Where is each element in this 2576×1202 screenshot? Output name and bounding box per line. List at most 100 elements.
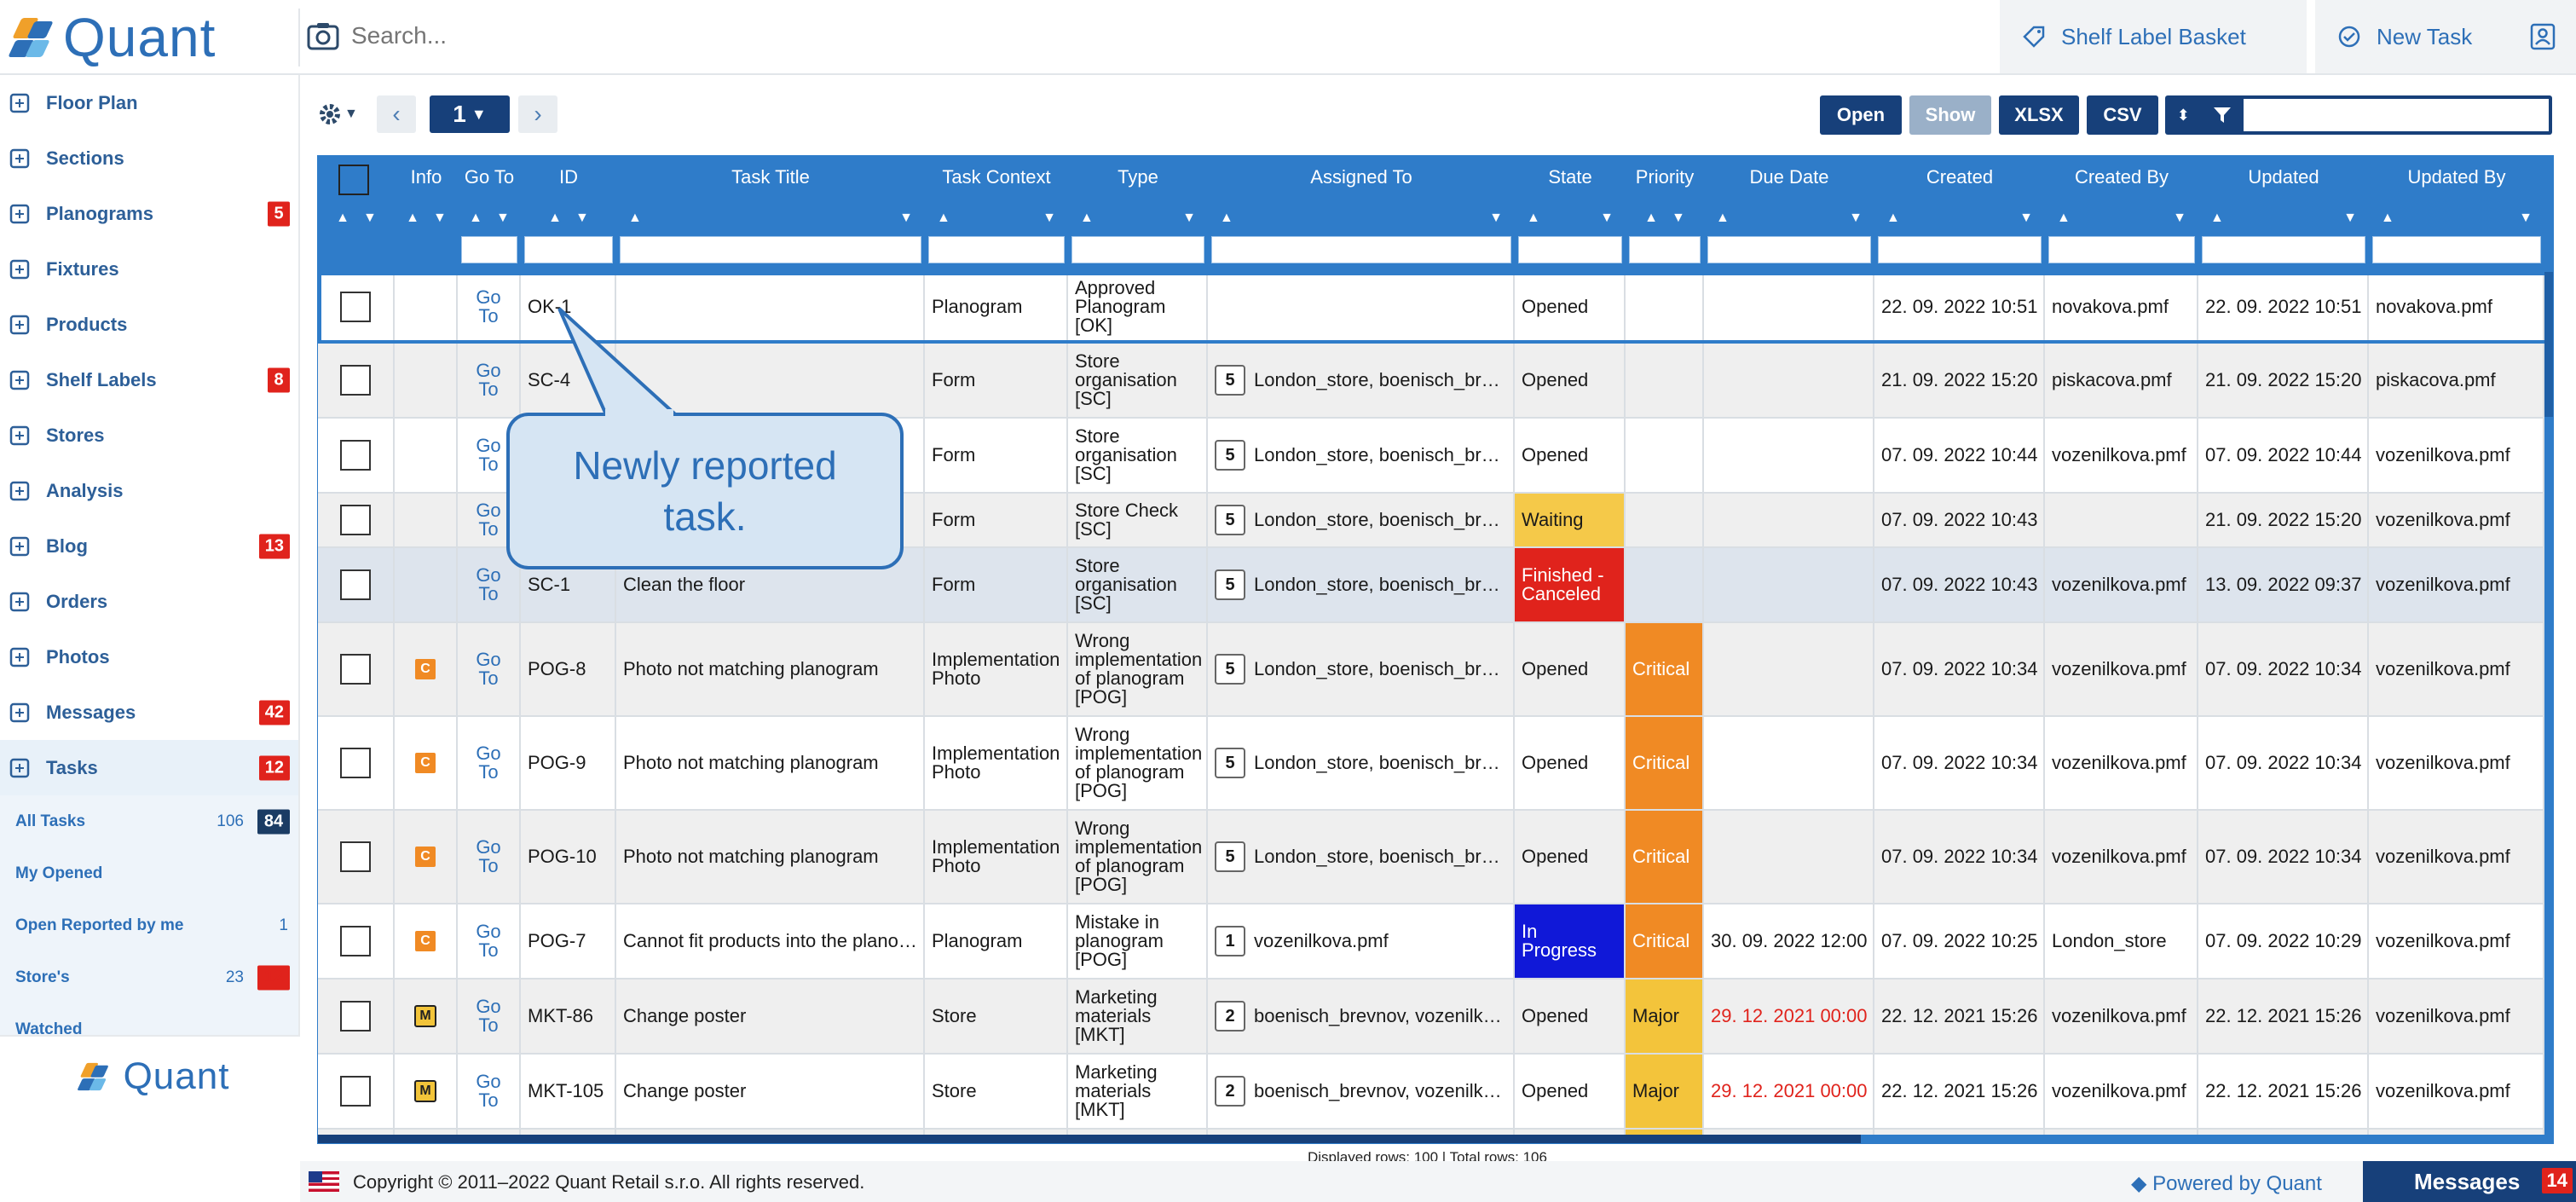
profile-button[interactable] [2510, 0, 2576, 73]
table-row[interactable]: Go To OK-1 Planogram Approved Planogram [OK… [318, 272, 2553, 344]
column-filter-input[interactable] [1071, 236, 1204, 263]
column-filter-input[interactable] [524, 236, 613, 263]
table-row[interactable]: Go To Form Store organisation [SC] 5 London_… [318, 419, 2553, 494]
column-header-goto[interactable]: Go To ▲ ▼ [458, 156, 521, 272]
go-to-link[interactable]: Go To [476, 564, 501, 604]
table-row[interactable]: C Go To POG-10 Photo not matching planogram… [318, 811, 2553, 904]
column-header-created-by[interactable]: Created By ▲ ▼ [2045, 156, 2198, 272]
sidebar-item-floor-plan[interactable]: Floor Plan [0, 75, 298, 130]
sidebar-item-shelf-labels[interactable]: Shelf Labels 8 [0, 352, 298, 407]
sort-arrows[interactable]: ▲ ▼ [1886, 211, 2033, 225]
sort-arrows[interactable]: ▲ ▼ [2381, 211, 2533, 225]
sidebar-item-sections[interactable]: Sections [0, 130, 298, 186]
powered-by-link[interactable]: ◆ Powered by Quant [2131, 1172, 2322, 1195]
sidebar-item-products[interactable]: Products [0, 297, 298, 352]
row-checkbox[interactable] [340, 440, 371, 471]
tasks-filter-open-reported-by-me[interactable]: Open Reported by me 1 [0, 899, 298, 951]
go-to-link[interactable]: Go To [476, 649, 501, 689]
column-header-assigned[interactable]: Assigned To ▲ ▼ [1208, 156, 1515, 272]
table-row[interactable]: Go To SC-4 Form Store organisation [SC] 5 Lon… [318, 344, 2553, 419]
sidebar-item-analysis[interactable]: Analysis [0, 463, 298, 518]
tasks-filter-watched[interactable]: Watched [0, 1003, 298, 1055]
sort-arrows[interactable]: ▲ ▼ [1716, 211, 1863, 225]
show-button[interactable]: Show [1909, 95, 1991, 135]
sort-arrows[interactable]: ▲ ▼ [1080, 211, 1196, 225]
column-filter-input[interactable] [1518, 236, 1622, 263]
row-checkbox[interactable] [340, 926, 371, 956]
filter-input[interactable] [2244, 99, 2549, 131]
row-checkbox[interactable] [340, 365, 371, 396]
sort-arrows[interactable]: ▲ ▼ [2210, 211, 2357, 225]
column-filter-input[interactable] [2048, 236, 2195, 263]
search-input[interactable] [351, 22, 1118, 49]
column-header-created[interactable]: Created ▲ ▼ [1874, 156, 2045, 272]
sort-arrows[interactable]: ▲ ▼ [2057, 211, 2186, 225]
column-filter-input[interactable] [928, 236, 1065, 263]
sidebar-item-messages[interactable]: Messages 42 [0, 685, 298, 740]
column-header-check[interactable]: ▲ ▼ [318, 156, 395, 272]
sidebar-item-orders[interactable]: Orders [0, 574, 298, 629]
tasks-filter-all-tasks[interactable]: All Tasks 106 84 [0, 795, 298, 847]
column-header-context[interactable]: Task Context ▲ ▼ [925, 156, 1068, 272]
vertical-scrollbar[interactable] [2544, 272, 2553, 1143]
previous-page-button[interactable]: ‹ [377, 95, 416, 133]
column-header-title[interactable]: Task Title ▲ ▼ [616, 156, 925, 272]
row-checkbox[interactable] [340, 292, 371, 322]
sort-arrows[interactable]: ▲ ▼ [937, 211, 1056, 225]
column-filter-input[interactable] [1211, 236, 1511, 263]
sort-arrows[interactable]: ▲ ▼ [469, 211, 510, 225]
column-filter-input[interactable] [620, 236, 921, 263]
sidebar-item-planograms[interactable]: Planograms 5 [0, 186, 298, 241]
go-to-link[interactable]: Go To [476, 996, 501, 1036]
column-header-state[interactable]: State ▲ ▼ [1515, 156, 1626, 272]
horizontal-scrollbar[interactable] [318, 1135, 2544, 1143]
row-checkbox[interactable] [340, 654, 371, 685]
column-filter-input[interactable] [1707, 236, 1871, 263]
messages-bar-button[interactable]: Messages 14 [2363, 1161, 2576, 1202]
sidebar-item-photos[interactable]: Photos [0, 629, 298, 685]
filter-icon[interactable] [2213, 106, 2232, 124]
row-checkbox[interactable] [340, 841, 371, 872]
table-row[interactable]: C Go To POG-9 Photo not matching planogram I… [318, 717, 2553, 811]
go-to-link[interactable]: Go To [476, 836, 501, 876]
sidebar-item-tasks[interactable]: Tasks 12 [0, 740, 298, 795]
sort-arrows[interactable]: ▲ ▼ [628, 211, 913, 225]
open-button[interactable]: Open [1820, 95, 1902, 135]
new-task-button[interactable]: New Task [2315, 0, 2528, 73]
sort-arrows[interactable]: ▲ ▼ [1644, 211, 1685, 225]
go-to-link[interactable]: Go To [476, 743, 501, 783]
scrollbar-thumb[interactable] [2544, 272, 2553, 417]
go-to-link[interactable]: Go To [476, 286, 501, 327]
sort-arrows[interactable]: ▲ ▼ [406, 211, 447, 225]
row-checkbox[interactable] [340, 569, 371, 600]
next-page-button[interactable]: › [518, 95, 557, 133]
column-filter-input[interactable] [2202, 236, 2365, 263]
column-filter-input[interactable] [2372, 236, 2541, 263]
column-header-priority[interactable]: Priority ▲ ▼ [1626, 156, 1704, 272]
tasks-filter-my-opened[interactable]: My Opened [0, 847, 298, 899]
select-all-checkbox[interactable] [338, 165, 369, 195]
tasks-filter-store-s[interactable]: Store's 23 12 [0, 951, 298, 1003]
sort-arrows[interactable]: ▲ ▼ [1220, 211, 1503, 225]
sidebar-item-fixtures[interactable]: Fixtures [0, 241, 298, 297]
go-to-link[interactable]: Go To [476, 360, 501, 400]
table-row[interactable]: M Go To MKT-105 Change poster Store Marketing… [318, 1055, 2553, 1130]
sort-arrows[interactable]: ▲ ▼ [548, 211, 589, 225]
go-to-link[interactable]: Go To [476, 500, 501, 540]
row-checkbox[interactable] [340, 1076, 371, 1107]
scrollbar-thumb[interactable] [318, 1135, 1861, 1143]
sort-icon[interactable]: ⬍ [2176, 106, 2190, 124]
column-header-updated[interactable]: Updated ▲ ▼ [2198, 156, 2369, 272]
table-row[interactable]: C Go To POG-7 Cannot fit products into the … [318, 904, 2553, 980]
sidebar-item-stores[interactable]: Stores [0, 407, 298, 463]
us-flag-icon[interactable] [309, 1171, 339, 1192]
column-header-due[interactable]: Due Date ▲ ▼ [1704, 156, 1874, 272]
column-filter-input[interactable] [1629, 236, 1701, 263]
row-checkbox[interactable] [340, 505, 371, 535]
sort-arrows[interactable]: ▲ ▼ [1527, 211, 1614, 225]
settings-button[interactable]: ▼ [317, 97, 360, 131]
go-to-link[interactable]: Go To [476, 921, 501, 961]
table-row[interactable]: C Go To POG-8 Photo not matching planogram I… [318, 623, 2553, 717]
sidebar-item-blog[interactable]: Blog 13 [0, 518, 298, 574]
go-to-link[interactable]: Go To [476, 1071, 501, 1111]
